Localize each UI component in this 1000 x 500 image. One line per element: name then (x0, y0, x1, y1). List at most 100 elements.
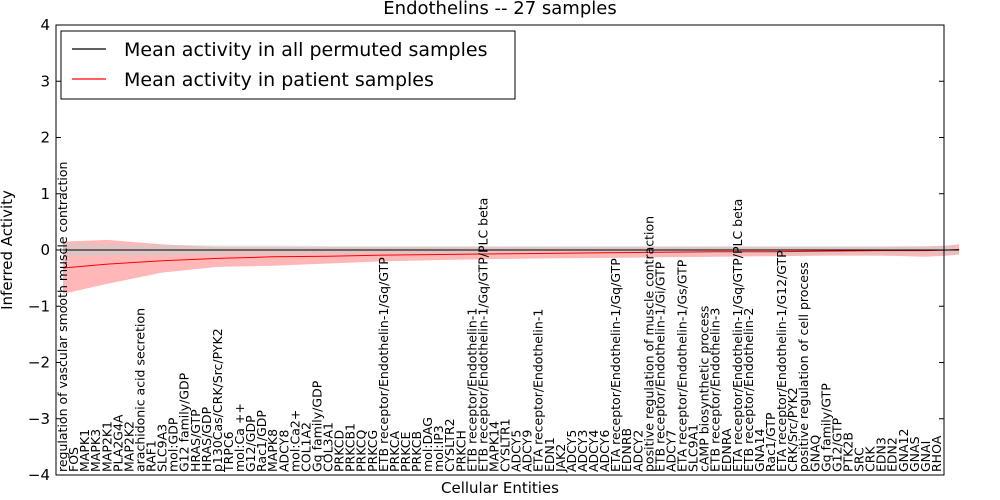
entity-label: GNA12 (896, 429, 911, 473)
entity-label: EDNRA (719, 428, 734, 472)
entity-label: ETB receptor/Endothelin-3 (708, 308, 723, 472)
y-axis-label: Inferred Activity (0, 190, 16, 310)
entity-label: EDN3 (874, 437, 889, 472)
entity-label: PTK2B (841, 432, 856, 472)
y-tick-label: −2 (28, 354, 50, 372)
entity-label: HRAS/GTP (188, 409, 203, 472)
entity-label: ADCY7 (664, 430, 679, 472)
entity-label: CYSLTR2 (442, 418, 457, 472)
entity-label: CRK (863, 446, 878, 472)
entity-label: PRKCQ (354, 430, 369, 472)
entity-label: PRKCE (398, 432, 413, 472)
y-tick-label: 3 (40, 72, 50, 90)
entity-label: COL3A1 (321, 422, 336, 472)
entity-label: EDN2 (885, 437, 900, 472)
entity-label: ETB receptor/Endothelin-1/Gq/GTP (376, 257, 391, 472)
entity-label: PRKCB1 (343, 423, 358, 472)
entity-label: G12/GTP (829, 417, 844, 472)
entity-label: PRKCA (387, 431, 402, 472)
entity-label: ETB receptor/Endothelin-2 (741, 308, 756, 472)
entity-label: ETA receptor/Endothelin-1/Gs/GTP (675, 259, 690, 472)
entity-label: p130Cas/CRK/Src/PYK2 (210, 328, 225, 472)
entity-label: SLC9A3 (155, 424, 170, 472)
entity-label: MAPK14 (487, 421, 502, 472)
entity-label: GNAS (907, 436, 922, 472)
x-axis-label: Cellular Entities (441, 479, 559, 497)
entity-label: MAP2K2 (121, 421, 136, 472)
series-lines (56, 248, 960, 269)
y-tick-label: −4 (28, 466, 50, 484)
legend-label-patient: Mean activity in patient samples (124, 69, 434, 91)
entity-label: ETA receptor/Endothelin-1/G12/GTP (774, 250, 789, 472)
entity-label: COL1A2 (298, 422, 313, 472)
entity-label: ADCY5 (564, 430, 579, 472)
entity-label: GNAI (918, 441, 933, 472)
entity-label: ETB receptor/Endothelin-1/Gq/GTP/PLC bet… (475, 198, 490, 472)
y-tick-label: 2 (40, 129, 50, 147)
entity-label: ADCY8 (276, 430, 291, 472)
entity-label: ETA receptor/Endothelin-1/Gq/GTP (608, 258, 623, 472)
entity-label: G12 family/GDP (177, 372, 192, 472)
entity-label: mol:GDP (166, 417, 181, 472)
entity-label: GNA14 (752, 428, 767, 472)
entity-label: G12/GDP (243, 415, 258, 472)
entity-label: ETA receptor/Endothelin-1 (531, 309, 546, 472)
y-tick-label: −1 (28, 297, 50, 315)
entity-label: ADCY9 (520, 430, 535, 472)
entity-label: FOS (66, 447, 81, 472)
entity-label: PRKCG (365, 430, 380, 472)
entity-label: ADCY2 (630, 430, 645, 472)
y-tick-label: −3 (28, 410, 50, 428)
series-line-patient (62, 248, 960, 269)
entity-label: JAK2 (553, 444, 568, 473)
entity-label: positive regulation of muscle contractio… (641, 216, 656, 472)
entity-label: MAPK8 (265, 429, 280, 472)
y-tick-label: 4 (40, 16, 50, 34)
entity-label: cAMP biosynthetic process (697, 306, 712, 472)
entity-label: HRAS/GDP (199, 406, 214, 472)
entity-label: Rac1/GDP (254, 410, 269, 472)
entity-label: EDN1 (542, 437, 557, 472)
entity-label: Rac1/GTP (763, 412, 778, 472)
legend-label-permuted: Mean activity in all permuted samples (124, 39, 487, 61)
y-tick-label: 1 (40, 185, 50, 203)
entity-label: ADCY6 (597, 430, 612, 472)
entity-label: arachidonic acid secretion (132, 308, 147, 472)
entity-label: mol:Ca2+ (287, 410, 302, 472)
entity-label: ADCY3 (575, 430, 590, 472)
entity-label: ETB receptor/Endothelin-1 (464, 308, 479, 472)
entity-label: Gq family/GDP (310, 380, 325, 472)
legend: Mean activity in all permuted samples Me… (60, 30, 516, 100)
entity-label: ADCY5 (509, 430, 524, 472)
y-axis-ticks: −4 −3 −2 −1 0 1 2 3 4 (28, 16, 944, 484)
entity-label: mol:DAG (420, 417, 435, 472)
entity-label: MAPK3 (88, 429, 103, 472)
entity-label: SRC (852, 447, 867, 472)
y-tick-label: 0 (40, 241, 50, 259)
entity-label: TRPC6 (221, 431, 236, 473)
entity-label: CYSLTR1 (498, 418, 513, 472)
entity-label: RHOA (929, 435, 944, 472)
entity-label: RAF1 (144, 440, 159, 472)
entity-label: MAPK1 (77, 429, 92, 472)
entity-label: SLC9A1 (686, 424, 701, 472)
entity-label: Gq family/GTP (818, 383, 833, 472)
entity-label: MAP2K1 (99, 421, 114, 472)
entity-label: PLA2G4A (110, 414, 125, 472)
entity-label: mol:IP3 (431, 425, 446, 472)
entity-label: ETA receptor/Endothelin-1/Gq/GTP/PLC bet… (730, 199, 745, 472)
confidence-bands (63, 239, 960, 294)
legend-box (60, 30, 516, 100)
entity-label: PRKCD (332, 430, 347, 472)
entity-label: PRKCH (453, 430, 468, 472)
entity-label: ETB receptor/Endothelin-1/Gi/GTP (652, 261, 667, 472)
entity-labels: regulation of vascular smooth muscle con… (55, 162, 944, 473)
entity-label: CRK/Src/PYK2 (785, 387, 800, 472)
entity-label: GNAQ (807, 435, 822, 472)
entity-label: EDNRB (619, 428, 634, 472)
entity-label: positive regulation of cell process (796, 262, 811, 472)
chart-title: Endothelins -- 27 samples (383, 0, 616, 19)
entity-label: mol:Ca ++ (232, 403, 247, 472)
entity-label: regulation of vascular smooth muscle con… (55, 162, 70, 472)
